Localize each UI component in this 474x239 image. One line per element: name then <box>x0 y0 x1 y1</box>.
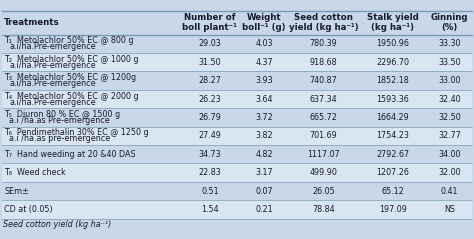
Text: 31.50: 31.50 <box>199 58 221 67</box>
Text: 2296.70: 2296.70 <box>376 58 410 67</box>
Text: 4.82: 4.82 <box>255 150 273 159</box>
Text: a.i/ha.Pre-emergence: a.i/ha.Pre-emergence <box>9 98 96 107</box>
Text: 0.41: 0.41 <box>441 187 458 196</box>
Text: 34.73: 34.73 <box>199 150 221 159</box>
Bar <box>2 53 472 71</box>
Text: Seed cotton
yield (kg ha⁻¹): Seed cotton yield (kg ha⁻¹) <box>289 13 358 33</box>
Text: 918.68: 918.68 <box>310 58 337 67</box>
Text: 32.50: 32.50 <box>438 113 461 122</box>
Text: T₂  Metolachlor 50% EC @ 1000 g: T₂ Metolachlor 50% EC @ 1000 g <box>4 55 139 64</box>
Text: 1207.26: 1207.26 <box>376 168 410 177</box>
Text: 33.30: 33.30 <box>438 39 461 48</box>
Text: 637.34: 637.34 <box>310 95 337 103</box>
Text: a.i/ha.Pre-emergence: a.i/ha.Pre-emergence <box>9 79 96 88</box>
Text: T₄  Metolachlor 50% EC @ 2000 g: T₄ Metolachlor 50% EC @ 2000 g <box>4 92 139 101</box>
Text: Number of
boll plant⁻¹: Number of boll plant⁻¹ <box>182 13 237 33</box>
Text: 29.03: 29.03 <box>199 39 221 48</box>
Text: 33.50: 33.50 <box>438 58 461 67</box>
Text: T₆  Pendimethalin 30% EC @ 1250 g: T₆ Pendimethalin 30% EC @ 1250 g <box>4 128 149 137</box>
Text: 0.21: 0.21 <box>255 205 273 214</box>
Text: 1117.07: 1117.07 <box>307 150 340 159</box>
Text: 22.83: 22.83 <box>199 168 221 177</box>
Text: SEm±: SEm± <box>4 187 29 196</box>
Text: a.i /ha.as Pre-emergence: a.i /ha.as Pre-emergence <box>9 116 110 125</box>
Text: 27.49: 27.49 <box>199 131 221 140</box>
Text: 1754.23: 1754.23 <box>376 131 410 140</box>
Text: 26.05: 26.05 <box>312 187 335 196</box>
Text: 3.93: 3.93 <box>255 76 273 85</box>
Text: T₇  Hand weeding at 20 &40 DAS: T₇ Hand weeding at 20 &40 DAS <box>4 150 136 159</box>
Text: T₈  Weed check: T₈ Weed check <box>4 168 66 177</box>
Text: Weight
boll⁻¹ (g): Weight boll⁻¹ (g) <box>242 13 286 33</box>
Text: 3.64: 3.64 <box>255 95 273 103</box>
Text: 65.12: 65.12 <box>382 187 404 196</box>
Text: 32.77: 32.77 <box>438 131 461 140</box>
Text: 3.82: 3.82 <box>255 131 273 140</box>
Text: a.i/ha.Pre-emergence: a.i/ha.Pre-emergence <box>9 61 96 70</box>
Text: 1.54: 1.54 <box>201 205 219 214</box>
Text: 4.37: 4.37 <box>255 58 273 67</box>
Text: 740.87: 740.87 <box>310 76 337 85</box>
Text: 1852.18: 1852.18 <box>377 76 410 85</box>
Text: 0.51: 0.51 <box>201 187 219 196</box>
Text: 26.79: 26.79 <box>199 113 221 122</box>
Text: T₃  Metolachlor 50% EC @ 1200g: T₃ Metolachlor 50% EC @ 1200g <box>4 73 137 82</box>
Text: 3.17: 3.17 <box>255 168 273 177</box>
Text: Treatments: Treatments <box>4 18 60 27</box>
Text: Seed cotton yield (kg ha⁻¹): Seed cotton yield (kg ha⁻¹) <box>3 220 111 229</box>
Text: 32.40: 32.40 <box>438 95 461 103</box>
Text: 197.09: 197.09 <box>379 205 407 214</box>
Text: 1593.36: 1593.36 <box>377 95 410 103</box>
Text: CD at (0.05): CD at (0.05) <box>4 205 53 214</box>
Text: 2792.67: 2792.67 <box>376 150 410 159</box>
Text: a.i/ha.Pre-emergence: a.i/ha.Pre-emergence <box>9 42 96 51</box>
Text: 32.00: 32.00 <box>438 168 461 177</box>
Text: 701.69: 701.69 <box>310 131 337 140</box>
Text: 1950.96: 1950.96 <box>376 39 410 48</box>
Text: 34.00: 34.00 <box>438 150 461 159</box>
Bar <box>2 163 472 182</box>
Text: 1664.29: 1664.29 <box>377 113 410 122</box>
Bar <box>2 200 472 219</box>
Text: 4.03: 4.03 <box>255 39 273 48</box>
Text: 0.07: 0.07 <box>255 187 273 196</box>
Text: 26.23: 26.23 <box>199 95 221 103</box>
Text: 3.72: 3.72 <box>255 113 273 122</box>
Text: 33.00: 33.00 <box>438 76 461 85</box>
Bar <box>2 127 472 145</box>
Text: 665.72: 665.72 <box>310 113 337 122</box>
Text: 780.39: 780.39 <box>310 39 337 48</box>
Text: a.i /ha.as pre-emergence: a.i /ha.as pre-emergence <box>9 134 110 143</box>
Bar <box>2 90 472 108</box>
Text: 78.84: 78.84 <box>312 205 335 214</box>
Text: T₅  Diuron 80 % EC @ 1500 g: T₅ Diuron 80 % EC @ 1500 g <box>4 110 120 119</box>
Text: 499.90: 499.90 <box>310 168 337 177</box>
Text: Stalk yield
(kg ha⁻¹): Stalk yield (kg ha⁻¹) <box>367 13 419 33</box>
Text: NS: NS <box>444 205 455 214</box>
Text: Ginning
(%): Ginning (%) <box>431 13 468 33</box>
Text: 28.27: 28.27 <box>199 76 221 85</box>
Text: T₁  Metolachlor 50% EC @ 800 g: T₁ Metolachlor 50% EC @ 800 g <box>4 36 134 45</box>
